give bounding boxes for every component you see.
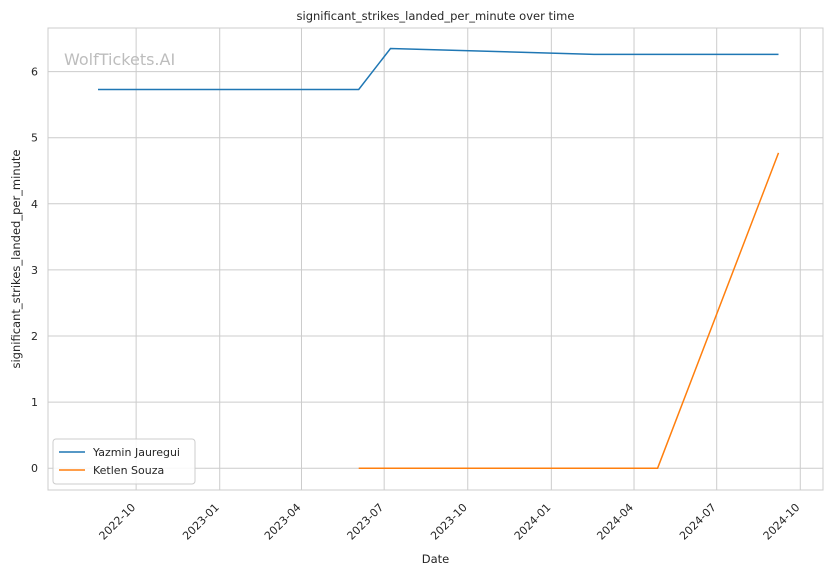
series-lines [98,47,780,469]
x-tick-label: 2023-04 [262,501,304,543]
y-tick-label: 2 [31,330,38,343]
y-tick-label: 0 [31,462,38,475]
y-tick-label: 3 [31,264,38,277]
y-tick-label: 1 [31,396,38,409]
chart-title: significant_strikes_landed_per_minute ov… [297,9,575,23]
legend-box [52,438,196,485]
x-tick-label: 2022-10 [97,501,139,543]
watermark: WolfTickets.AI [64,50,175,69]
x-axis-title: Date [422,552,450,566]
x-axis-ticks: 2022-10 2023-01 2023-04 2023-07 2023-10 2024-… [97,501,803,543]
legend: Yazmin Jauregui Ketlen Souza [52,438,196,485]
series-line-yazmin-jauregui [98,47,779,91]
y-tick-label: 4 [31,198,38,211]
x-tick-label: 2024-07 [677,501,719,543]
y-tick-label: 6 [31,66,38,79]
x-tick-label: 2023-07 [345,501,387,543]
x-tick-label: 2023-10 [428,501,470,543]
series-line-ketlen-souza [358,152,780,469]
x-tick-label: 2024-04 [594,501,636,543]
x-tick-label: 2024-10 [761,501,803,543]
grid-lines [48,28,823,490]
y-tick-label: 5 [31,132,38,145]
legend-label: Yazmin Jauregui [92,446,180,459]
x-tick-label: 2023-01 [180,501,222,543]
x-tick-label: 2024-01 [512,501,554,543]
legend-label: Ketlen Souza [93,464,164,477]
y-axis-title: significant_strikes_landed_per_minute [9,150,23,369]
y-axis-ticks: 0 1 2 3 4 5 6 [31,66,38,476]
plot-area [47,27,824,491]
